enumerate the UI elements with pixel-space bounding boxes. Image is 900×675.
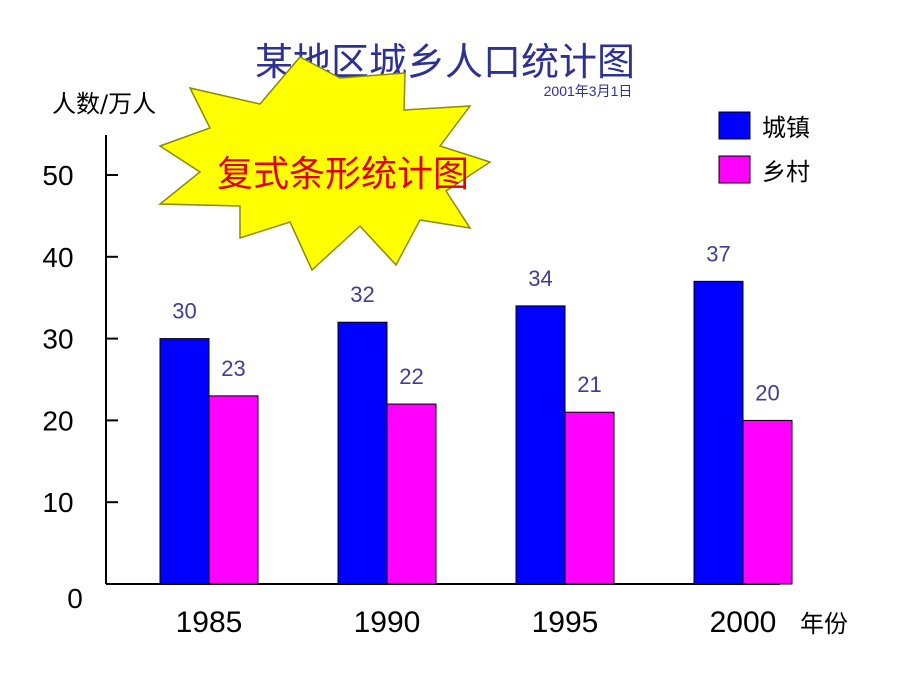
bar-rural-1985: [208, 395, 259, 585]
legend-label-urban: 城镇: [762, 114, 810, 142]
data-label-urban-2000: 37: [706, 241, 730, 266]
axes-layer: [105, 135, 780, 585]
y-tick-label-20: 20: [42, 405, 73, 436]
legend-swatch-urban: [718, 111, 751, 140]
bar-urban-1995: [515, 305, 566, 585]
x-tick-label-2000: 2000: [710, 606, 777, 639]
y-tick-label-0: 0: [67, 583, 83, 614]
bar-rural-1995: [564, 411, 615, 585]
y-axis-label: 人数/万人: [52, 90, 156, 118]
data-label-urban-1995: 34: [528, 266, 552, 291]
bars-layer: [159, 280, 793, 585]
y-tick-label-30: 30: [42, 324, 73, 355]
data-label-rural-1990: 22: [399, 364, 423, 389]
data-label-rural-1995: 21: [577, 372, 601, 397]
y-ticks-layer: 0 10 20 30 40 50: [42, 160, 118, 614]
chart-subtitle: 2001年3月1日: [544, 83, 633, 99]
x-tick-label-1990: 1990: [354, 606, 421, 639]
legend-label-rural: 乡村: [762, 158, 810, 186]
data-label-urban-1985: 30: [172, 299, 196, 324]
data-label-rural-2000: 20: [755, 380, 779, 405]
bar-rural-1990: [386, 403, 437, 585]
starburst-shape: [157, 56, 492, 272]
x-axis-label: 年份: [800, 610, 848, 638]
legend: 城镇 乡村: [718, 111, 810, 186]
data-label-rural-1985: 23: [221, 356, 245, 381]
starburst-annotation: 复式条形统计图: [157, 56, 492, 272]
legend-swatch-rural: [718, 155, 751, 184]
y-tick-label-10: 10: [42, 487, 73, 518]
x-categories-layer: 1985 1990 1995 2000: [176, 606, 777, 639]
x-tick-label-1995: 1995: [532, 606, 599, 639]
bar-rural-2000: [742, 419, 793, 585]
y-tick-label-40: 40: [42, 242, 73, 273]
x-tick-label-1985: 1985: [176, 606, 243, 639]
bar-urban-1985: [159, 338, 210, 585]
data-labels-layer: 30 23 32 22 34 21 37 20: [172, 241, 780, 406]
starburst-label: 复式条形统计图: [217, 154, 469, 195]
y-tick-label-50: 50: [42, 160, 73, 191]
bar-urban-1990: [337, 321, 388, 585]
data-label-urban-1990: 32: [350, 282, 374, 307]
bar-urban-2000: [693, 280, 744, 585]
